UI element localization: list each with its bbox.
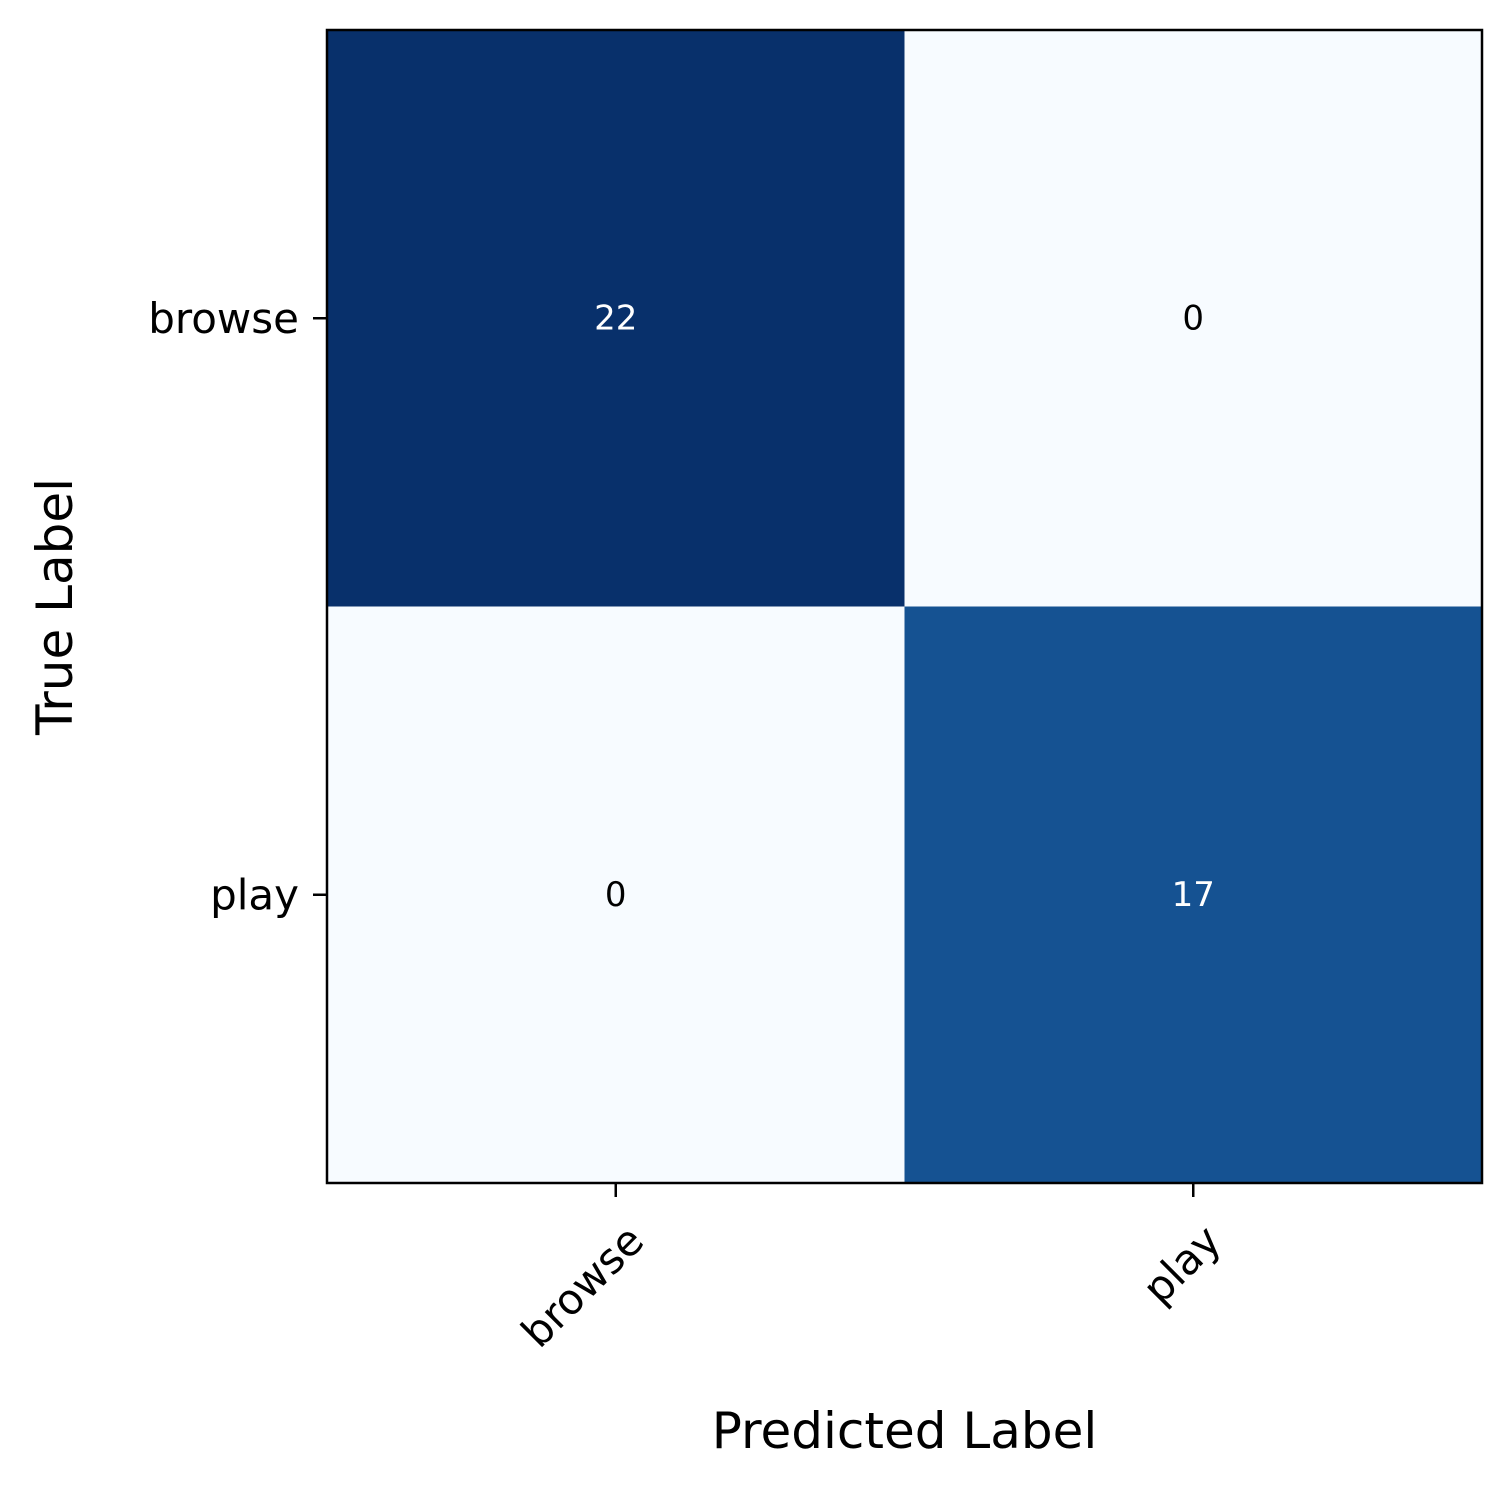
heatmap-cell xyxy=(327,606,905,1184)
heatmap-cells xyxy=(327,30,1483,1184)
heatmap-cell xyxy=(904,606,1483,1184)
cell-value-label: 17 xyxy=(1172,875,1215,915)
x-axis-ticks: browse play xyxy=(512,1183,1231,1357)
heatmap-cell-labels: 22 0 0 17 xyxy=(594,298,1215,915)
heatmap-cell xyxy=(904,30,1483,607)
y-axis-ticks: browse play xyxy=(148,294,327,919)
x-tick-label: browse xyxy=(512,1216,653,1357)
heatmap-cell xyxy=(327,30,905,607)
cell-value-label: 0 xyxy=(1182,298,1204,338)
y-tick-label: play xyxy=(210,870,299,919)
cell-value-label: 0 xyxy=(605,875,627,915)
plot-frame xyxy=(325,28,1484,1185)
y-tick-label: browse xyxy=(148,294,299,343)
y-axis-title: True Label xyxy=(26,478,84,736)
cell-value-label: 22 xyxy=(594,298,637,338)
x-tick-label: play xyxy=(1133,1216,1231,1314)
x-axis-title: Predicted Label xyxy=(712,1402,1098,1460)
